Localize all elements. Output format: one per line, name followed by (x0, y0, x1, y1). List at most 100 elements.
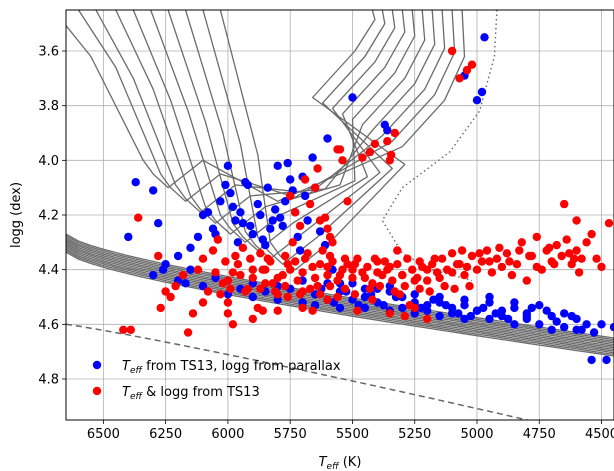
blue-data-point (266, 224, 275, 233)
blue-data-point (253, 199, 262, 209)
red-data-point (305, 284, 315, 293)
red-data-point (592, 254, 601, 263)
red-data-point (323, 270, 332, 280)
blue-data-point (323, 134, 332, 143)
blue-data-point (243, 180, 252, 190)
blue-data-point (161, 260, 170, 269)
red-data-point (385, 309, 394, 318)
blue-data-point (398, 303, 407, 313)
red-data-point (318, 246, 327, 255)
blue-data-point (547, 325, 556, 334)
red-data-point (231, 251, 240, 261)
red-data-point (300, 175, 310, 184)
red-data-point (375, 281, 385, 291)
blue-data-point (560, 309, 569, 318)
blue-data-point (124, 232, 133, 242)
blue-data-point (577, 325, 586, 334)
x-axis-label: Teff (K) (319, 455, 362, 471)
red-data-point (505, 257, 514, 266)
legend: Teff from TS13, logg from parallax Teff &… (92, 359, 341, 402)
red-data-point (465, 281, 474, 291)
blue-data-point (410, 290, 419, 299)
red-data-point (455, 260, 464, 269)
blue-data-point (300, 191, 310, 201)
red-data-point (166, 292, 175, 302)
red-data-point (574, 268, 584, 277)
red-data-point (126, 325, 135, 334)
red-data-point (241, 287, 250, 296)
blue-data-point (198, 281, 208, 291)
red-data-point (545, 243, 554, 252)
red-data-point (258, 306, 267, 315)
red-data-point (370, 139, 380, 149)
red-data-point (248, 314, 257, 324)
red-data-point (208, 246, 218, 255)
blue-data-point (447, 309, 457, 318)
blue-data-point (293, 232, 302, 242)
blue-data-point (460, 295, 469, 304)
red-data-point (358, 153, 367, 162)
y-tick-label: 4.0 (38, 154, 59, 169)
red-data-point (360, 273, 370, 283)
blue-data-point (273, 161, 282, 170)
red-data-point (462, 262, 472, 272)
red-data-point (256, 284, 265, 293)
red-data-point (410, 303, 419, 313)
red-data-point (390, 128, 399, 138)
red-data-point (365, 284, 375, 293)
blue-data-point (203, 208, 213, 217)
blue-data-point (281, 197, 290, 206)
red-data-point (373, 268, 382, 277)
red-data-point (161, 287, 170, 296)
blue-data-point (246, 221, 255, 231)
red-data-point (386, 150, 396, 160)
blue-data-point (479, 303, 488, 313)
red-data-point (447, 46, 457, 56)
red-data-point (457, 246, 467, 255)
red-data-point (308, 306, 317, 315)
red-data-point (350, 290, 360, 299)
legend-marker-red (92, 386, 102, 396)
red-data-point (582, 238, 591, 247)
red-data-point (298, 268, 307, 277)
isochrone-track (95, 10, 446, 213)
red-data-point (295, 290, 305, 299)
red-data-point (597, 262, 606, 272)
blue-data-point (149, 186, 158, 195)
blue-data-point (503, 314, 513, 324)
blue-data-point (233, 238, 243, 247)
x-tick-label: 4750 (523, 427, 556, 442)
red-data-point (403, 254, 412, 263)
red-data-point (415, 284, 424, 293)
red-data-point (477, 257, 487, 266)
blue-data-point (256, 210, 265, 220)
blue-data-point (181, 279, 190, 288)
red-data-point (261, 279, 270, 288)
y-tick-label: 4.8 (38, 373, 59, 388)
blue-data-point (435, 311, 444, 321)
red-data-point (400, 281, 409, 291)
series-ts13-points (119, 46, 614, 337)
blue-data-point (295, 246, 305, 255)
red-data-point (467, 251, 477, 261)
red-data-point (238, 243, 248, 252)
red-data-point (410, 276, 419, 285)
red-data-point (455, 74, 464, 83)
red-data-point (440, 281, 449, 291)
red-data-point (325, 232, 335, 242)
red-data-point (310, 273, 320, 283)
blue-data-point (472, 96, 482, 105)
blue-data-point (131, 178, 140, 187)
red-data-point (460, 270, 469, 280)
red-data-point (305, 199, 315, 209)
red-data-point (502, 249, 512, 258)
y-tick-label: 3.6 (38, 45, 59, 60)
blue-data-point (186, 243, 195, 252)
red-data-point (380, 257, 389, 266)
red-data-point (228, 320, 238, 329)
red-data-point (310, 183, 320, 192)
blue-data-point (186, 265, 195, 274)
y-axis-label: logg (dex) (9, 182, 24, 248)
blue-data-point (491, 309, 500, 318)
blue-data-point (602, 355, 611, 365)
